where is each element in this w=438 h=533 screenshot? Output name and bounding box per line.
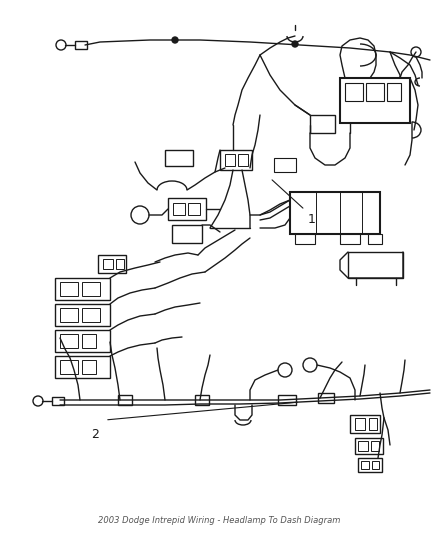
Circle shape bbox=[33, 396, 43, 406]
Bar bbox=[365, 83, 383, 101]
Bar bbox=[371, 461, 378, 469]
Bar bbox=[60, 334, 78, 348]
Bar bbox=[103, 259, 113, 269]
Bar bbox=[52, 397, 64, 405]
Bar bbox=[339, 234, 359, 244]
Circle shape bbox=[410, 47, 420, 57]
Bar bbox=[55, 278, 110, 300]
Bar bbox=[357, 458, 381, 472]
Bar bbox=[55, 356, 110, 378]
Bar bbox=[173, 203, 184, 215]
Bar bbox=[219, 150, 251, 170]
Bar bbox=[349, 415, 379, 433]
Bar bbox=[75, 41, 87, 49]
Bar bbox=[357, 441, 367, 451]
Bar bbox=[165, 150, 193, 166]
Bar bbox=[277, 395, 295, 405]
Bar bbox=[237, 154, 247, 166]
Bar bbox=[172, 225, 201, 243]
Text: 2: 2 bbox=[91, 428, 99, 441]
Bar bbox=[386, 83, 400, 101]
Circle shape bbox=[291, 41, 297, 47]
Bar bbox=[290, 192, 379, 234]
Bar bbox=[82, 282, 100, 296]
Bar bbox=[309, 115, 334, 133]
Bar bbox=[339, 78, 409, 123]
Bar bbox=[294, 234, 314, 244]
Bar bbox=[194, 395, 208, 405]
Bar bbox=[354, 418, 364, 430]
Bar bbox=[82, 334, 96, 348]
Bar bbox=[55, 330, 110, 352]
Bar bbox=[82, 360, 96, 374]
Bar bbox=[360, 461, 368, 469]
Bar bbox=[354, 438, 382, 454]
Text: 2003 Dodge Intrepid Wiring - Headlamp To Dash Diagram: 2003 Dodge Intrepid Wiring - Headlamp To… bbox=[98, 516, 340, 525]
Circle shape bbox=[131, 206, 148, 224]
Bar bbox=[187, 203, 200, 215]
Bar bbox=[370, 441, 378, 451]
Bar bbox=[168, 198, 205, 220]
Bar bbox=[60, 360, 78, 374]
Bar bbox=[60, 308, 78, 322]
Circle shape bbox=[56, 40, 66, 50]
Bar bbox=[273, 158, 295, 172]
Circle shape bbox=[172, 37, 177, 43]
Circle shape bbox=[302, 358, 316, 372]
Circle shape bbox=[277, 363, 291, 377]
Bar bbox=[55, 304, 110, 326]
Bar bbox=[98, 255, 126, 273]
Bar bbox=[367, 234, 381, 244]
Bar bbox=[60, 282, 78, 296]
Bar bbox=[347, 252, 402, 278]
Bar bbox=[116, 259, 124, 269]
Bar bbox=[317, 393, 333, 403]
Bar bbox=[82, 308, 100, 322]
Bar bbox=[368, 418, 376, 430]
Bar bbox=[118, 395, 132, 405]
Bar bbox=[344, 83, 362, 101]
Text: 1: 1 bbox=[307, 213, 315, 226]
Bar bbox=[225, 154, 234, 166]
